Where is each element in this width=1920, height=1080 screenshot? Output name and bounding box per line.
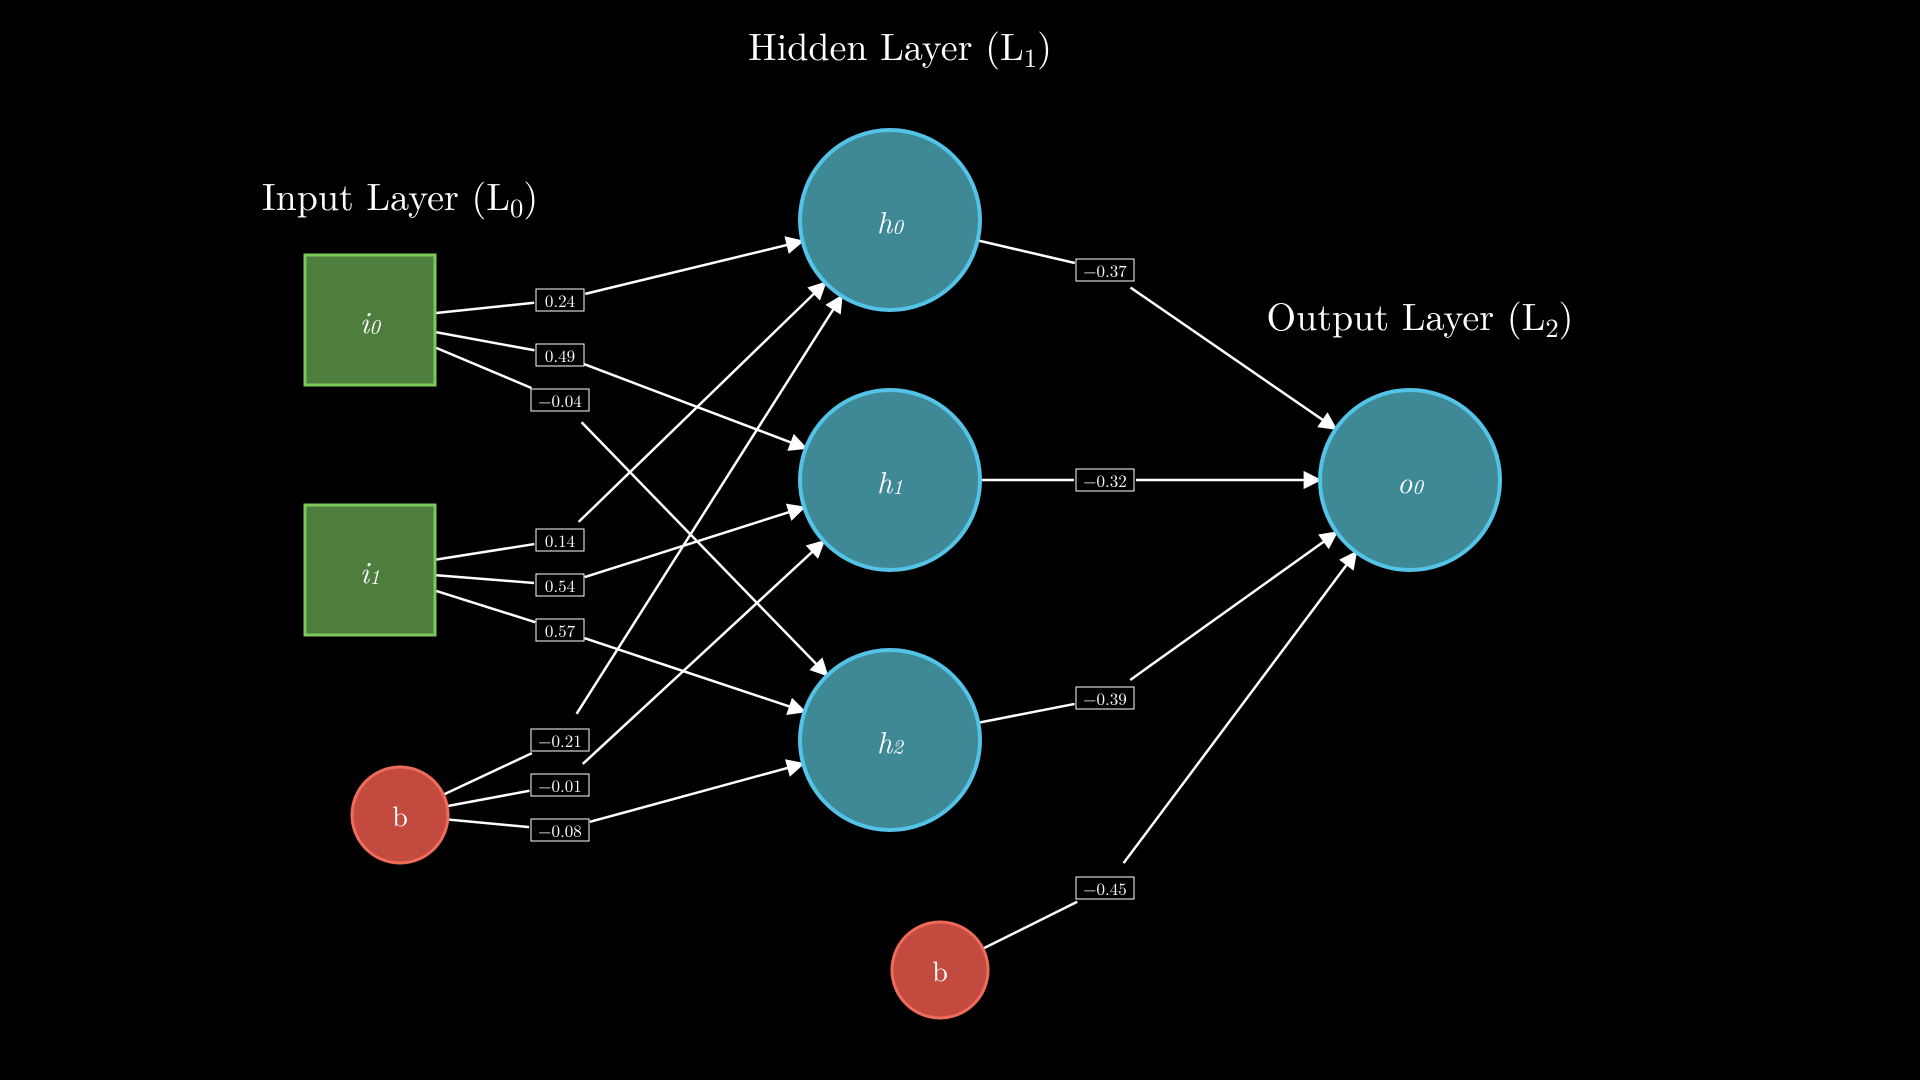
weight-label-i1-h1: 0.54 <box>545 573 575 597</box>
weight-label-h1-o0: −0.32 <box>1083 468 1126 492</box>
weight-label-b1-h0: −0.21 <box>538 728 581 752</box>
edges-group: 0.24 0.49 −0.04 0.14 0.54 0.57 −0.21 −0.01 −0.08… <box>435 240 1356 948</box>
neural-network-diagram: 0.24 0.49 −0.04 0.14 0.54 0.57 −0.21 −0.01 −0.08… <box>0 0 1920 1080</box>
edge-i0-h2-a <box>435 347 531 388</box>
edge-b1-h0-a <box>443 753 531 794</box>
edge-b2-o0-a <box>983 902 1077 949</box>
nodes-group: i0i1bh0h1h2bo0 <box>305 130 1500 1018</box>
edge-i0-h0-a <box>435 303 534 313</box>
edge-b2-o0-b <box>1124 552 1357 863</box>
edge-h2-o0-b <box>1130 532 1337 680</box>
node-label-b2: b <box>932 950 948 990</box>
node-label-b1: b <box>392 795 408 835</box>
edge-i1-h0-b <box>579 283 826 522</box>
weight-label-i0-h1: 0.49 <box>545 343 575 367</box>
weight-label-i1-h2: 0.57 <box>545 618 576 642</box>
edge-b1-h2-a <box>448 819 529 827</box>
weight-label-i0-h0: 0.24 <box>545 288 575 312</box>
output-layer-title: Output Layer (L2) <box>1267 288 1574 345</box>
edge-i0-h0-b <box>585 241 802 294</box>
edge-b1-h1-b <box>583 541 824 764</box>
edge-i1-h2-a <box>435 591 535 623</box>
edge-i1-h0-a <box>435 544 534 560</box>
weight-label-i0-h2: −0.04 <box>538 388 581 412</box>
edge-h2-o0-a <box>978 704 1074 723</box>
edge-i1-h1-a <box>435 575 534 583</box>
weight-label-h0-o0: −0.37 <box>1083 258 1127 282</box>
hidden-layer-title: Hidden Layer (L1) <box>748 18 1052 75</box>
edge-i0-h1-a <box>435 332 534 350</box>
weight-label-b1-h1: −0.01 <box>538 773 581 797</box>
edge-h0-o0-a <box>978 240 1075 263</box>
weight-label-b2-o0: −0.45 <box>1083 876 1126 900</box>
weight-label-i1-h0: 0.14 <box>545 528 575 552</box>
weight-label-h2-o0: −0.39 <box>1083 686 1126 710</box>
weight-label-b1-h2: −0.08 <box>538 818 581 842</box>
edge-b1-h2-b <box>590 764 803 822</box>
edge-i0-h2-b <box>582 422 828 675</box>
edge-b1-h1-a <box>447 791 529 806</box>
input-layer-title: Input Layer (L0) <box>262 168 538 225</box>
edge-i1-h1-b <box>585 507 804 577</box>
